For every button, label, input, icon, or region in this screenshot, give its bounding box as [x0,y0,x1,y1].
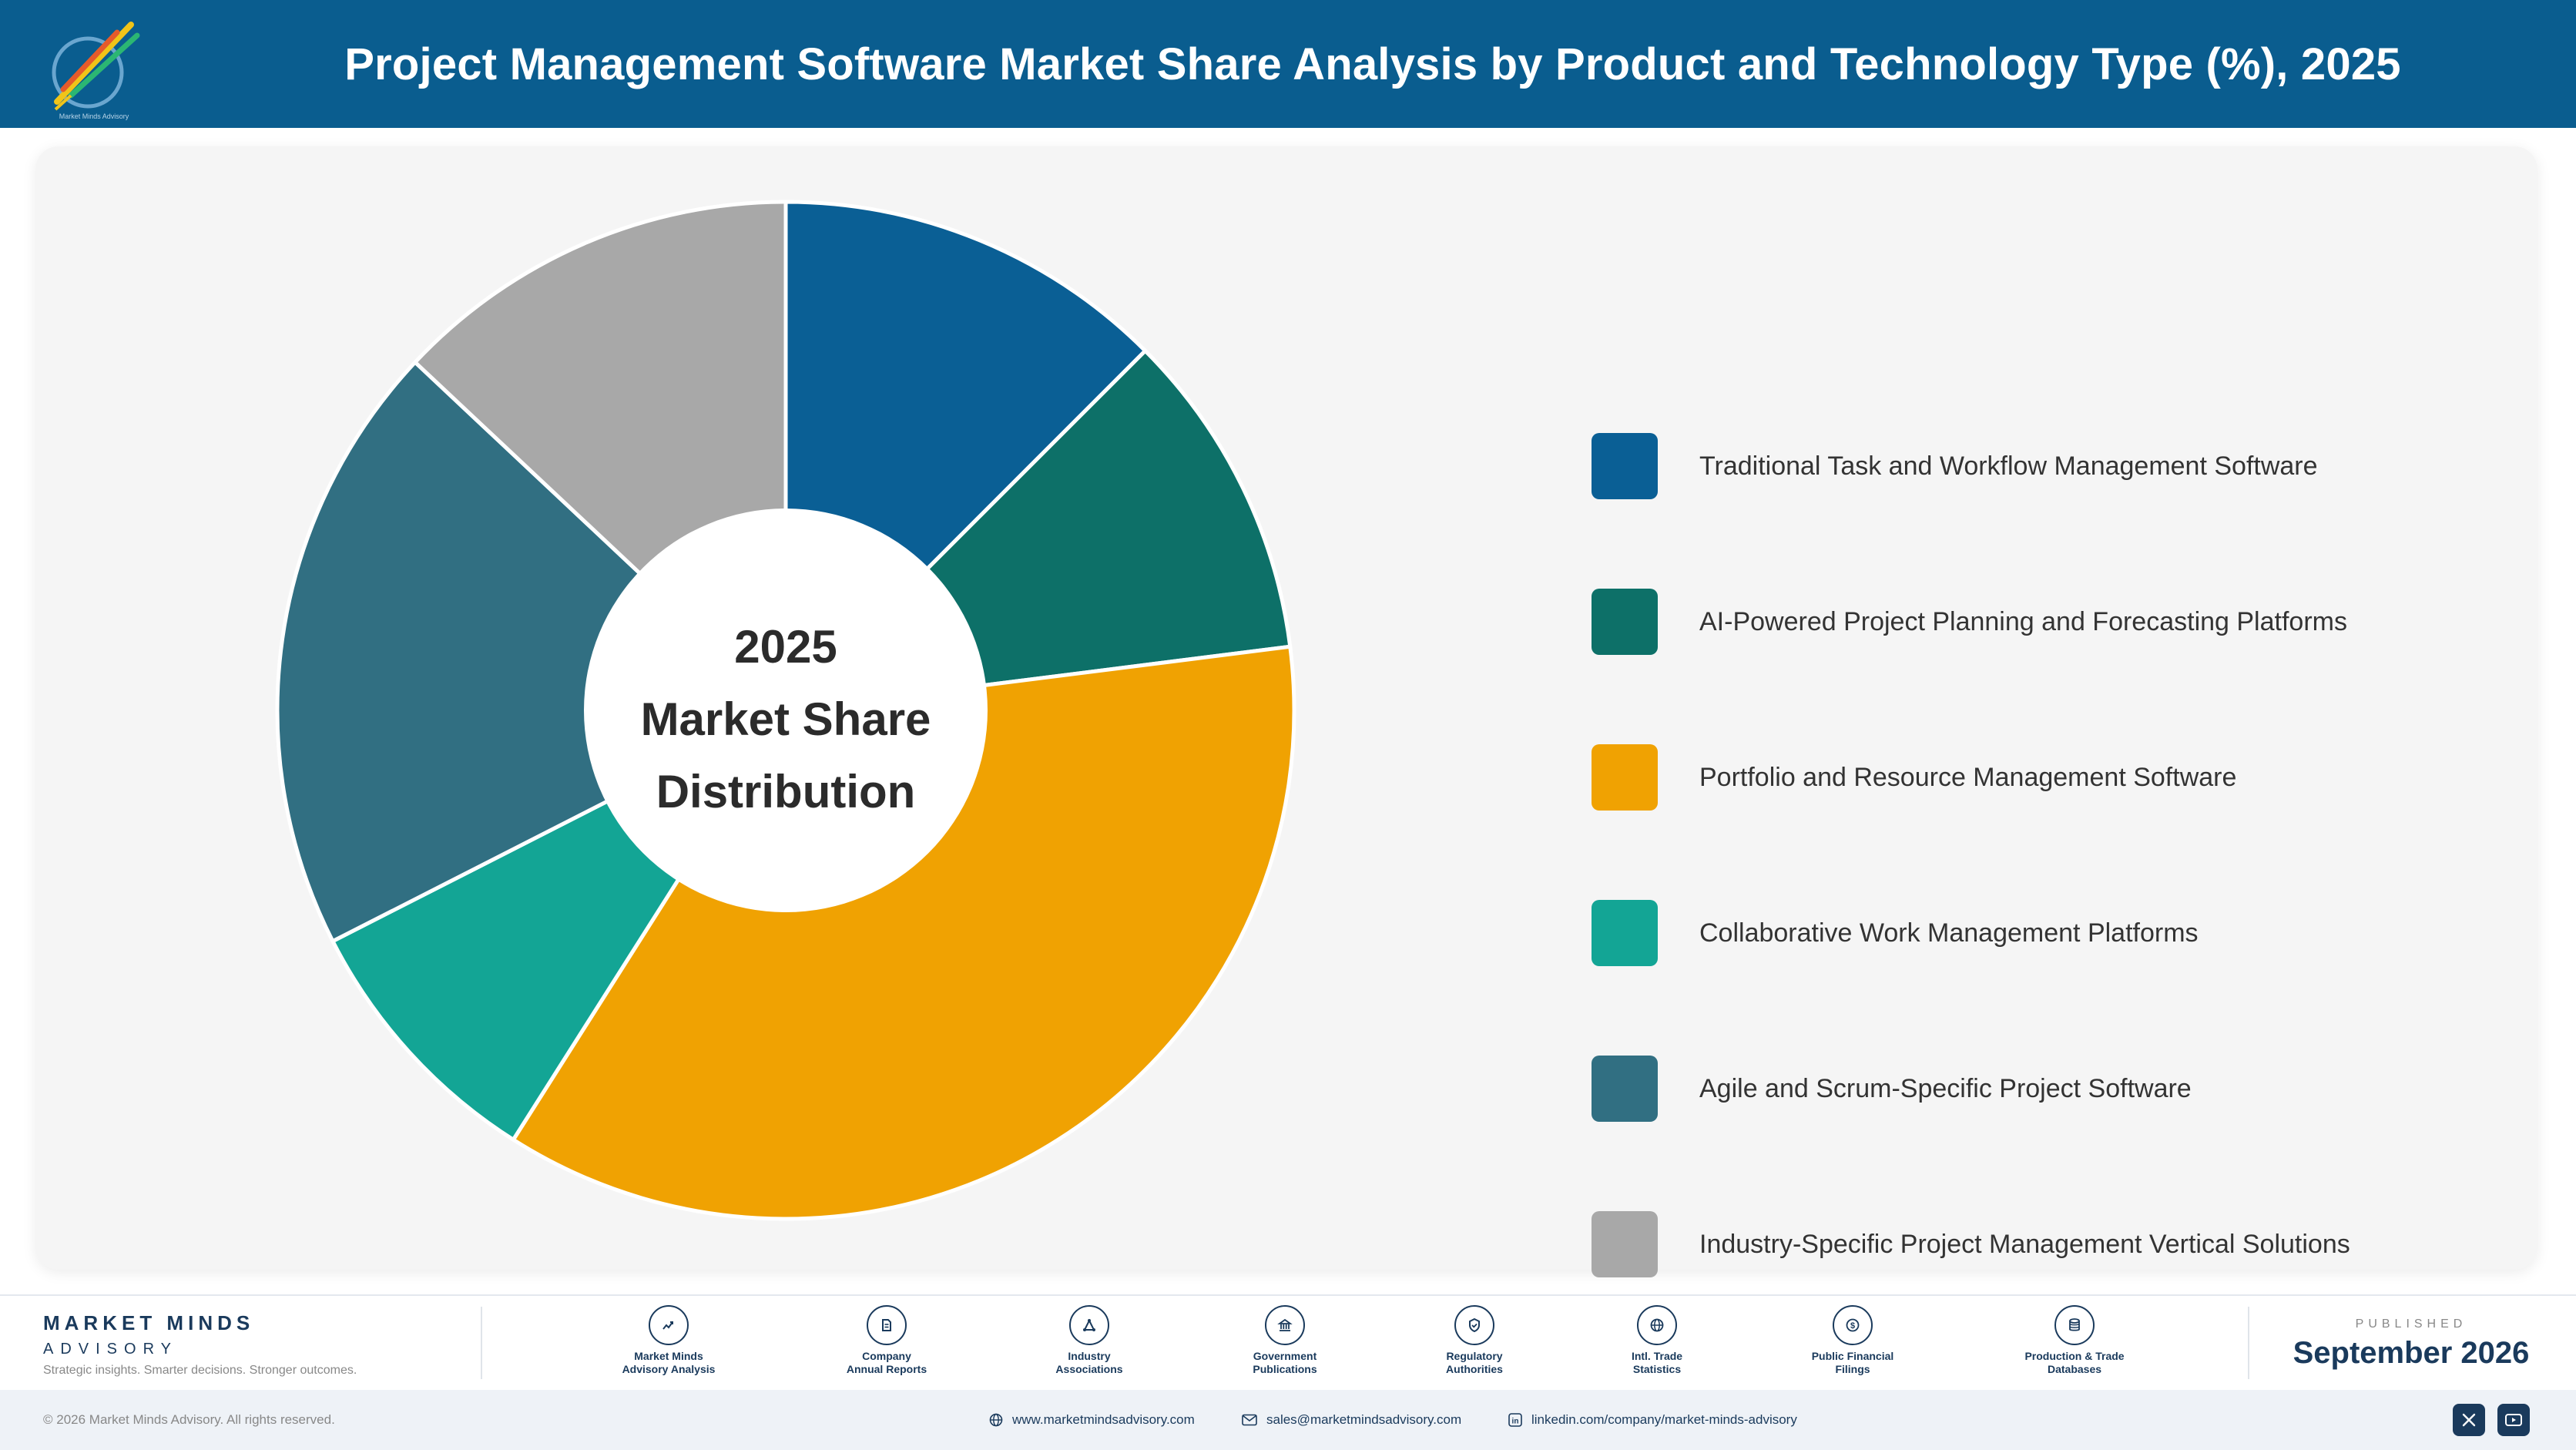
linkedin-text: linkedin.com/company/market-minds-adviso… [1531,1412,1797,1427]
source-label: Market Minds Advisory Analysis [622,1350,716,1375]
email-text: sales@marketmindsadvisory.com [1266,1412,1462,1427]
donut-center [584,509,988,912]
footer: MARKET MINDS ADVISORY Strategic insights… [0,1294,2576,1390]
legend-item-agile-and-scrum-specific-project-software[interactable]: Agile and Scrum-Specific Project Softwar… [1592,1056,2439,1122]
source-item: Regulatory Authorities [1391,1305,1561,1382]
svg-text:$: $ [1850,1321,1855,1331]
published-label: PUBLISHED [2355,1317,2467,1331]
source-label: Company Annual Reports [846,1350,927,1375]
legend-label: Traditional Task and Workflow Management… [1699,451,2318,481]
legend-label: AI-Powered Project Planning and Forecast… [1699,607,2347,636]
source-label: Intl. Trade Statistics [1631,1350,1683,1375]
globe-icon [1637,1305,1677,1345]
legend-swatch [1592,589,1658,655]
legend-swatch [1592,1211,1658,1277]
copyright-text: © 2026 Market Minds Advisory. All rights… [43,1412,335,1427]
page-title: Project Management Software Market Share… [344,39,2401,89]
source-label: Industry Associations [1055,1350,1123,1375]
legend-swatch [1592,1056,1658,1122]
legend-label: Collaborative Work Management Platforms [1699,918,2199,948]
linkedin-link[interactable]: in linkedin.com/company/market-minds-adv… [1508,1390,1797,1450]
legend-label: Agile and Scrum-Specific Project Softwar… [1699,1074,2192,1103]
legend-label: Industry-Specific Project Management Ver… [1699,1230,2350,1259]
email-link[interactable]: sales@marketmindsadvisory.com [1242,1390,1461,1450]
source-item: Intl. Trade Statistics [1574,1305,1743,1382]
source-label: Government Publications [1253,1350,1317,1375]
coin-icon: $ [1833,1305,1873,1345]
footer-divider [2248,1307,2249,1379]
footer-divider [481,1307,482,1379]
legend-item-portfolio-and-resource-management-software[interactable]: Portfolio and Resource Management Softwa… [1592,744,2439,811]
donut-chart: 2025 Market Share Distribution [275,200,1296,1221]
donut-center-text: Distribution [656,766,916,817]
svg-text:in: in [1512,1418,1519,1426]
svg-text:Market Minds Advisory: Market Minds Advisory [59,112,129,120]
source-item: Production & Trade Databases [1991,1305,2161,1382]
trend-chart-icon [649,1305,689,1345]
source-item: Market Minds Advisory Analysis [585,1305,755,1382]
pie-slice-portfolio-and-resource-management-software[interactable] [510,644,1296,1221]
header-bar: Market Minds Advisory Project Management… [0,0,2576,128]
brand-name: MARKET MINDS [43,1311,255,1334]
pie-slice-agile-and-scrum-specific-project-software[interactable] [275,359,790,944]
published-date: September 2026 [2293,1336,2530,1370]
shield-icon [1454,1305,1494,1345]
legend-swatch [1592,900,1658,966]
market-minds-logo-icon: Market Minds Advisory [52,22,140,120]
youtube-icon[interactable] [2497,1404,2530,1436]
source-item: Company Annual Reports [803,1305,973,1382]
source-item: Government Publications [1202,1305,1371,1382]
brand-tagline: Strategic insights. Smarter decisions. S… [43,1364,357,1377]
legend-item-ai-powered-project-planning-and-forecasting-platforms[interactable]: AI-Powered Project Planning and Forecast… [1592,589,2439,655]
donut-center-text: Market Share [641,693,931,745]
globe-icon [989,1413,1003,1427]
legend-item-industry-specific-project-management-vertical-solutions[interactable]: Industry-Specific Project Management Ver… [1592,1211,2439,1277]
brand-subtitle: ADVISORY [43,1341,178,1358]
database-icon [2054,1305,2095,1345]
x-icon[interactable] [2453,1404,2485,1436]
source-item: Industry Associations [1006,1305,1176,1382]
network-icon [1069,1305,1109,1345]
linkedin-icon: in [1508,1413,1522,1427]
legend-swatch [1592,744,1658,811]
source-item: $ Public Financial Filings [1769,1305,1939,1382]
website-text: www.marketmindsadvisory.com [1012,1412,1195,1427]
bottom-bar: © 2026 Market Minds Advisory. All rights… [0,1390,2576,1450]
legend-label: Portfolio and Resource Management Softwa… [1699,763,2237,792]
source-label: Public Financial Filings [1811,1350,1894,1375]
source-label: Production & Trade Databases [2024,1350,2125,1375]
donut-center-text: 2025 [734,621,837,673]
website-link[interactable]: www.marketmindsadvisory.com [989,1390,1195,1450]
legend-item-collaborative-work-management-platforms[interactable]: Collaborative Work Management Platforms [1592,900,2439,966]
chart-card: 2025 Market Share Distribution Traditional… [35,146,2537,1277]
legend-swatch [1592,433,1658,499]
government-building-icon [1265,1305,1305,1345]
document-icon [867,1305,907,1345]
mail-icon [1242,1414,1257,1426]
source-label: Regulatory Authorities [1446,1350,1503,1375]
legend-item-traditional-task-and-workflow-management-software[interactable]: Traditional Task and Workflow Management… [1592,433,2439,499]
